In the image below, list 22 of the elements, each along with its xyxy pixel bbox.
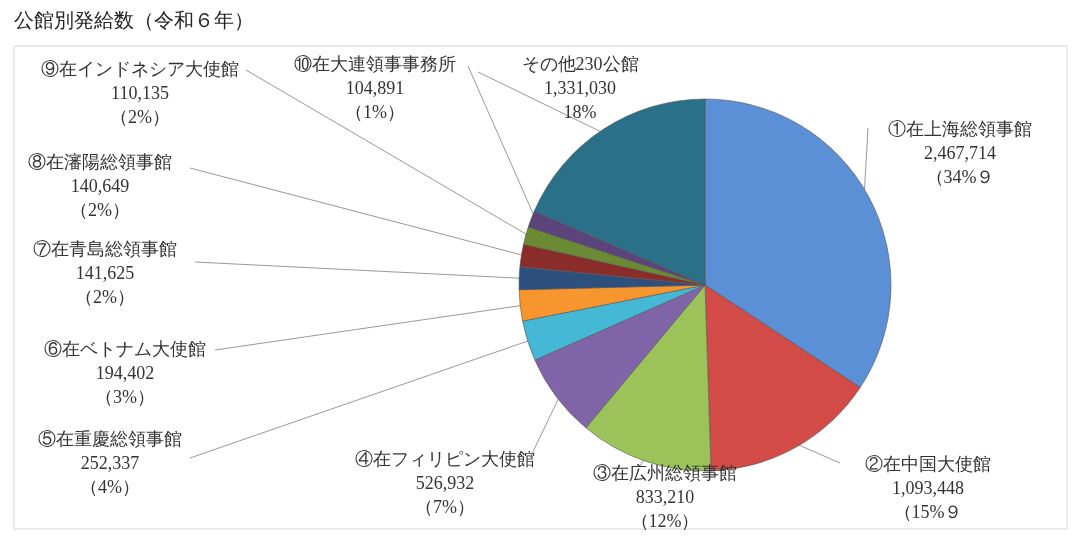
data-label: 833,210 （12%） — [630, 487, 700, 531]
data-label: 104,891 （1%） — [345, 78, 405, 122]
slice-label: ⑦在青島総領事館 — [33, 239, 177, 259]
data-label: 526,932 （7%） — [415, 473, 475, 517]
slice-label: その他230公館 — [521, 54, 639, 74]
chart-title: 公館別発給数（令和６年） — [14, 8, 254, 32]
slice-label: ①在上海総領事館 — [888, 119, 1032, 139]
slice-label: ⑤在重慶総領事館 — [38, 429, 182, 449]
slice-label: ⑩在大連領事事務所 — [294, 54, 456, 74]
slice-label: ②在中国大使館 — [865, 454, 991, 474]
slice-label: ⑥在ベトナム大使館 — [44, 339, 206, 359]
data-label: 110,135 （2%） — [110, 83, 170, 127]
data-label: 1,093,448 （15%９ — [892, 478, 964, 522]
slice-label: ⑨在インドネシア大使館 — [41, 59, 239, 79]
data-label: 194,402 （3%） — [95, 363, 155, 407]
data-label: 2,467,714 （34%９ — [924, 143, 996, 187]
data-label: 1,331,030 18% — [544, 78, 616, 122]
data-label: 140,649 （2%） — [70, 176, 130, 220]
slice-label: ④在フィリピン大使館 — [355, 449, 535, 469]
slice-label: ⑧在瀋陽総領事館 — [28, 152, 172, 172]
data-label: 141,625 （2%） — [75, 263, 135, 307]
data-label: 252,337 （4%） — [80, 453, 140, 497]
